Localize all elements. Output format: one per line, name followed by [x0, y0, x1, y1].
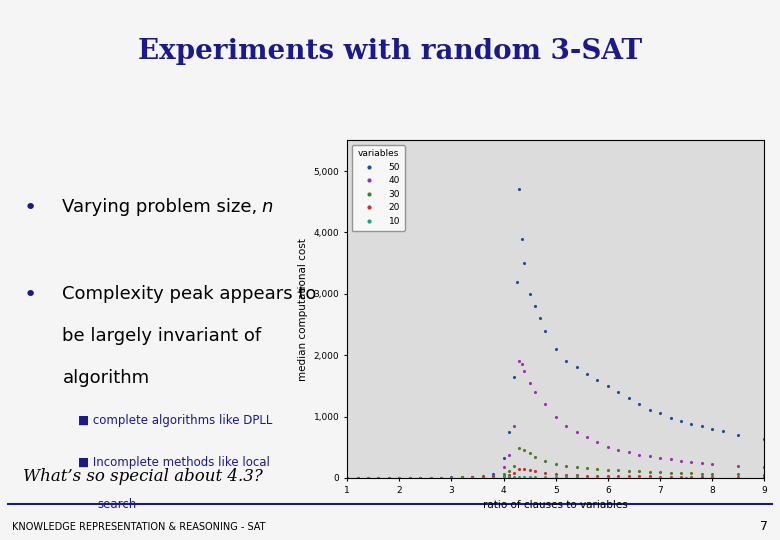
- Legend: 50, 40, 30, 20, 10: 50, 40, 30, 20, 10: [352, 145, 405, 231]
- Text: be largely invariant of: be largely invariant of: [62, 327, 261, 345]
- Text: 7: 7: [760, 520, 768, 533]
- Text: Varying problem size,: Varying problem size,: [62, 198, 264, 215]
- Text: ■ complete algorithms like DPLL: ■ complete algorithms like DPLL: [78, 414, 272, 427]
- X-axis label: ratio of clauses to variables: ratio of clauses to variables: [484, 500, 628, 510]
- Text: ■ Incomplete methods like local: ■ Incomplete methods like local: [78, 456, 270, 469]
- Text: •: •: [23, 285, 37, 305]
- Text: Complexity peak appears to: Complexity peak appears to: [62, 285, 317, 303]
- Text: What’s so special about 4.3?: What’s so special about 4.3?: [23, 468, 263, 485]
- Text: KNOWLEDGE REPRESENTATION & REASONING - SAT: KNOWLEDGE REPRESENTATION & REASONING - S…: [12, 522, 265, 532]
- Y-axis label: median computational cost: median computational cost: [298, 238, 308, 381]
- Text: n: n: [261, 198, 273, 215]
- Text: algorithm: algorithm: [62, 368, 150, 387]
- Text: •: •: [23, 198, 37, 218]
- Text: search: search: [98, 497, 136, 510]
- Text: Experiments with random 3-SAT: Experiments with random 3-SAT: [138, 38, 642, 65]
